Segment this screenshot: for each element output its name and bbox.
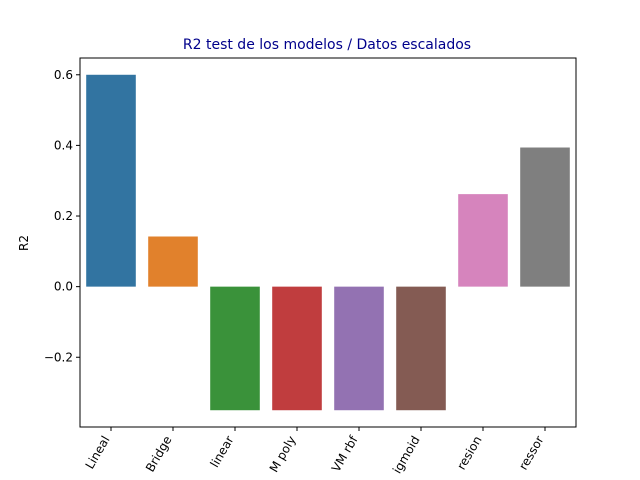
- bar-regresion: [458, 194, 508, 287]
- bar-svm-rbf: [334, 286, 384, 411]
- bar-svm-sigmoid: [396, 286, 446, 411]
- x-axis: Lineal Bridge linear M poly VM rbf igmoid resi…: [83, 427, 547, 476]
- y-tick-label: 0.4: [54, 138, 73, 152]
- x-tick-label: igmoid: [390, 434, 423, 476]
- x-tick-label: resion: [454, 434, 484, 473]
- y-tick-label: −0.2: [44, 350, 73, 364]
- x-tick-label: ressor: [516, 433, 547, 472]
- y-tick-label: 0.6: [54, 68, 73, 82]
- x-tick-label: linear: [207, 433, 236, 469]
- x-tick-label: Lineal: [83, 434, 113, 472]
- bar-regressor: [520, 147, 570, 287]
- bar-svm-linear: [210, 286, 260, 411]
- x-tick-label: Bridge: [143, 434, 175, 475]
- x-tick-label: M poly: [267, 434, 299, 475]
- bar-svm-poly: [272, 286, 322, 411]
- bars-group: [86, 74, 570, 411]
- y-axis: −0.2 0.0 0.2 0.4 0.6: [44, 68, 80, 364]
- bar-lineal: [86, 74, 136, 287]
- plot-frame: [79, 57, 577, 428]
- y-axis-label: R2: [17, 235, 31, 251]
- chart-title: R2 test de los modelos / Datos escalados: [183, 37, 471, 53]
- y-tick-label: 0.2: [54, 209, 73, 223]
- bar-bridge: [148, 236, 198, 287]
- y-tick-label: 0.0: [54, 280, 73, 294]
- x-tick-label: VM rbf: [329, 433, 361, 475]
